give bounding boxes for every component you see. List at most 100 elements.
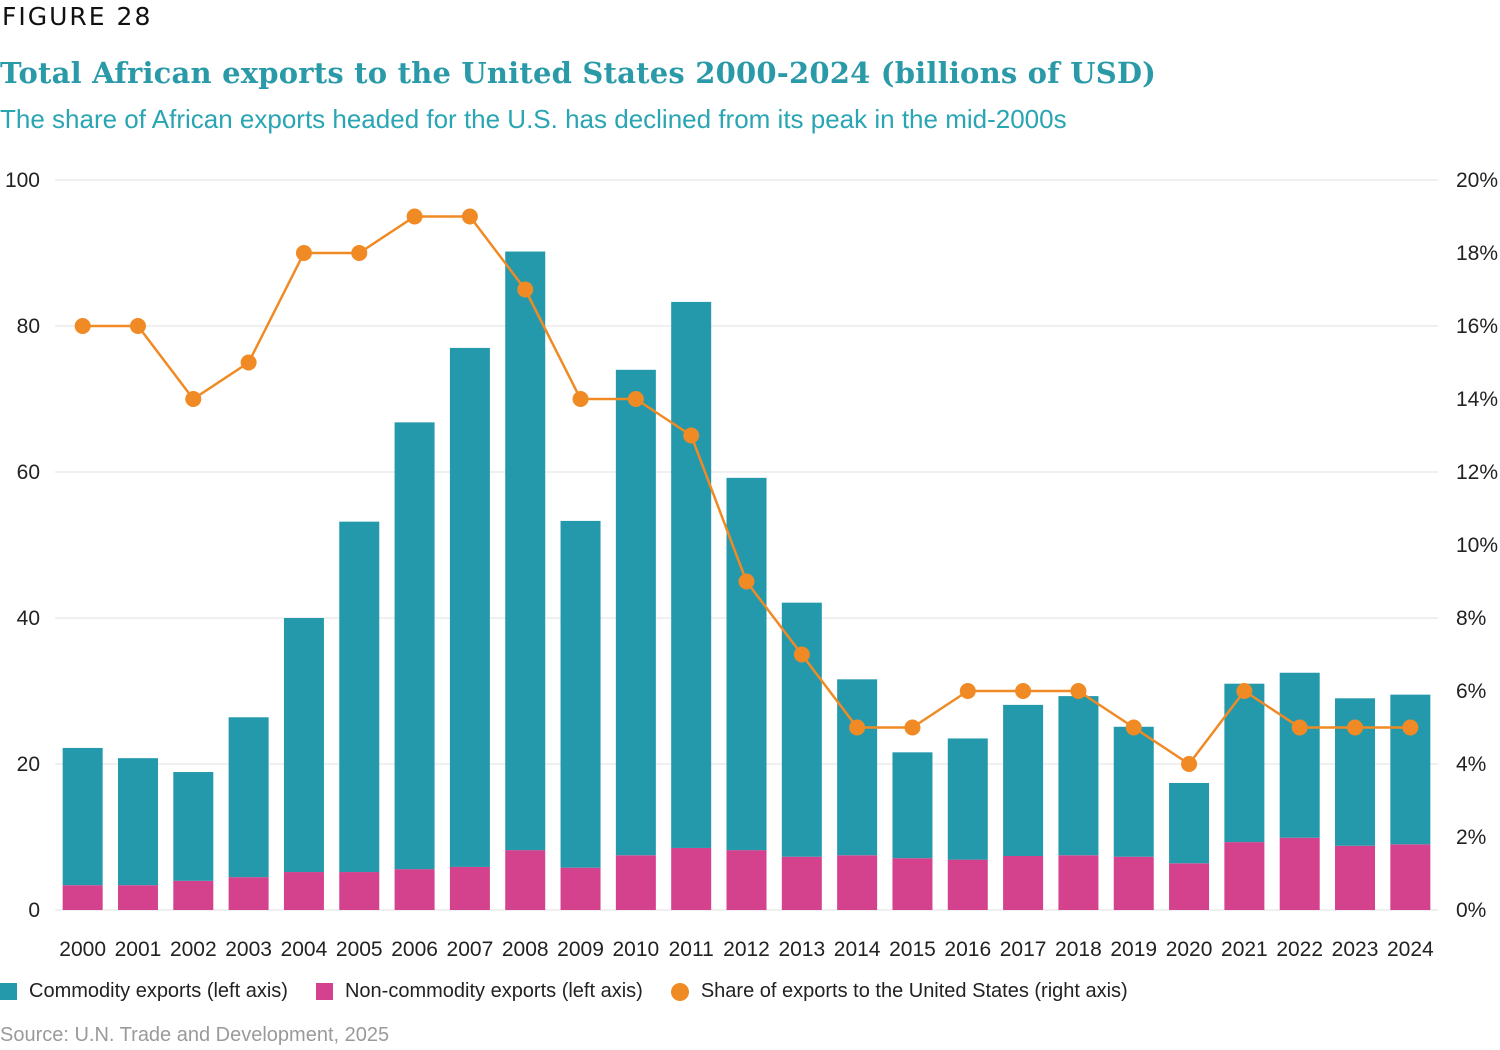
right-axis: 0% 2% 4% 6% 8% 10% 12% 14% 16% 18% 20%	[1456, 169, 1498, 922]
legend-item-non-commodity: Non-commodity exports (left axis)	[315, 980, 643, 1003]
x-tick-label: 2009	[557, 938, 604, 961]
right-tick-label: 20%	[1456, 169, 1498, 192]
right-tick-label: 16%	[1456, 315, 1498, 338]
left-tick-label: 40	[17, 607, 40, 630]
x-tick-label: 2011	[669, 938, 714, 961]
share-point	[185, 391, 202, 407]
left-tick-label: 100	[5, 169, 40, 192]
share-line	[74, 208, 1419, 772]
share-point	[1402, 719, 1419, 736]
non-commodity-bar	[228, 877, 269, 910]
share-point	[1070, 683, 1087, 699]
commodity-bar	[892, 752, 933, 859]
x-tick-label: 2005	[336, 938, 383, 961]
commodity-bar	[283, 618, 324, 873]
share-point	[1236, 683, 1253, 699]
share-point	[240, 354, 257, 371]
share-point	[904, 719, 921, 736]
non-commodity-bar	[781, 856, 822, 910]
share-point	[572, 391, 589, 407]
share-point	[738, 573, 755, 590]
right-tick-label: 10%	[1456, 534, 1498, 557]
share-point	[406, 208, 423, 225]
share-point	[1347, 719, 1364, 736]
non-commodity-bar	[339, 872, 380, 910]
chart-title: Total African exports to the United Stat…	[0, 56, 1157, 90]
commodity-bar	[394, 422, 435, 870]
right-tick-label: 8%	[1456, 607, 1486, 630]
share-point	[461, 208, 478, 225]
right-tick-label: 14%	[1456, 388, 1498, 411]
commodity-bar	[173, 772, 214, 881]
legend-item-commodity: Commodity exports (left axis)	[0, 980, 288, 1003]
x-tick-label: 2012	[723, 938, 770, 961]
non-commodity-bar	[1335, 845, 1376, 910]
left-tick-label: 80	[17, 315, 40, 338]
commodity-bar	[339, 521, 380, 873]
commodity-bar	[1058, 696, 1099, 856]
commodity-bar	[726, 477, 767, 851]
commodity-bar	[117, 758, 158, 886]
commodity-bar	[1279, 672, 1320, 838]
non-commodity-bar	[560, 867, 601, 910]
non-commodity-bar	[173, 880, 214, 910]
bars	[62, 251, 1431, 910]
x-tick-label: 2023	[1332, 938, 1379, 961]
share-point	[683, 427, 700, 444]
share-point	[1125, 719, 1142, 736]
source-note: Source: U.N. Trade and Development, 2025	[0, 1024, 390, 1046]
chart-subtitle: The share of African exports headed for …	[0, 104, 1067, 134]
left-axis: 0 20 40 60 80 100	[5, 169, 40, 922]
x-tick-label: 2018	[1055, 938, 1102, 961]
share-point	[74, 318, 91, 334]
x-tick-label: 2014	[834, 938, 881, 961]
commodity-bar	[837, 679, 878, 856]
non-commodity-bar	[1058, 855, 1099, 910]
non-commodity-bar	[892, 858, 933, 910]
share-point	[1015, 683, 1032, 699]
commodity-bar	[62, 747, 103, 886]
commodity-bar	[449, 347, 490, 867]
x-tick-label: 2003	[225, 938, 272, 961]
commodity-bar	[781, 602, 822, 857]
right-tick-label: 4%	[1456, 753, 1486, 776]
left-tick-label: 20	[17, 753, 40, 776]
share-dot-icon	[670, 982, 689, 1001]
commodity-bar	[560, 520, 601, 868]
x-tick-label: 2008	[502, 938, 549, 961]
x-tick-label: 2017	[1000, 938, 1047, 961]
legend: Commodity exports (left axis) Non-commod…	[0, 980, 1156, 1003]
share-point	[351, 245, 368, 261]
commodity-swatch-icon	[0, 983, 17, 1000]
non-commodity-bar	[505, 850, 546, 910]
x-tick-label: 2013	[778, 938, 825, 961]
x-tick-label: 2024	[1387, 938, 1434, 961]
non-commodity-bar	[837, 855, 878, 910]
x-tick-label: 2004	[281, 938, 328, 961]
non-commodity-bar	[1113, 856, 1154, 910]
commodity-bar	[947, 738, 988, 860]
share-point	[295, 245, 312, 261]
non-commodity-bar	[1224, 842, 1265, 910]
x-tick-label: 2006	[391, 938, 438, 961]
non-commodity-bar	[615, 855, 656, 910]
share-point	[1181, 756, 1198, 772]
x-tick-label: 2015	[889, 938, 936, 961]
non-commodity-bar	[117, 885, 158, 910]
non-commodity-bar	[1169, 863, 1210, 910]
commodity-bar	[671, 301, 712, 848]
share-point	[959, 683, 976, 699]
non-commodity-bar	[283, 872, 324, 910]
right-tick-label: 2%	[1456, 826, 1486, 849]
legend-label-commodity: Commodity exports (left axis)	[29, 980, 288, 1002]
x-tick-label: 2021	[1221, 938, 1268, 961]
legend-label-share: Share of exports to the United States (r…	[700, 980, 1128, 1002]
share-point	[849, 719, 866, 736]
non-commodity-bar	[449, 866, 490, 910]
non-commodity-swatch-icon	[315, 983, 333, 1000]
commodity-bar	[1113, 726, 1154, 857]
x-tick-label: 2000	[59, 938, 106, 961]
left-tick-label: 0	[28, 899, 40, 922]
x-tick-label: 2007	[447, 938, 494, 961]
non-commodity-bar	[62, 885, 103, 910]
